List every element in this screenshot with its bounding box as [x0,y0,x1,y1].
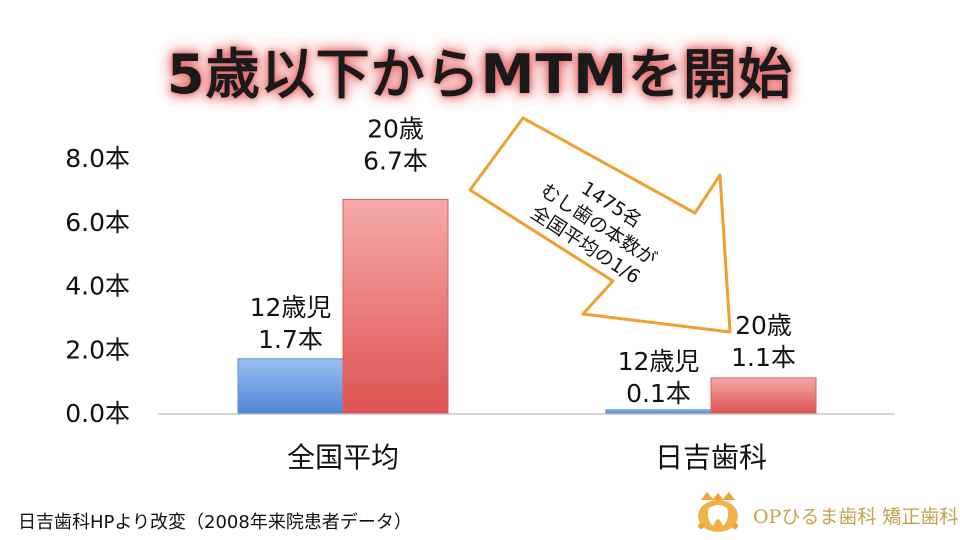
slide-title: 5歳以下からMTMを開始 [167,43,793,106]
data-label: 12歳児 1.7本 [250,293,332,354]
callout-arrow [468,116,732,334]
bar-12yo-1 [605,409,712,414]
data-label-line: 12歳児 [618,347,700,376]
category-label: 全国平均 [287,441,399,474]
clinic-name: OPひるま歯科 矯正歯科 [753,506,959,528]
y-tick-label: 0.0本 [65,399,130,428]
data-label-line: 1.7本 [258,325,323,354]
data-label-line: 20歳 [367,114,424,143]
data-label-line: 6.7本 [363,146,428,175]
data-label: 12歳児 0.1本 [618,347,700,408]
bar-20yo-1 [710,377,817,414]
data-label-line: 12歳児 [250,293,332,322]
data-label-line: 0.1本 [626,379,691,408]
source-footnote: 日吉歯科HPより改変（2008年来院患者データ） [18,512,412,533]
y-tick-label: 8.0本 [65,144,130,173]
data-label: 20歳 6.7本 [363,114,428,175]
data-label: 20歳 1.1本 [731,311,796,372]
bar-20yo-0 [342,198,449,414]
data-label-line: 1.1本 [731,343,796,372]
y-tick-label: 6.0本 [65,208,130,237]
data-label-line: 20歳 [735,311,792,340]
clinic-logo: OPひるま歯科 矯正歯科 [693,490,959,534]
y-tick-label: 2.0本 [65,335,130,364]
category-label: 日吉歯科 [655,441,767,474]
tooth-logo-icon [698,492,738,532]
bar-12yo-0 [237,358,344,414]
y-tick-label: 4.0本 [65,272,130,301]
